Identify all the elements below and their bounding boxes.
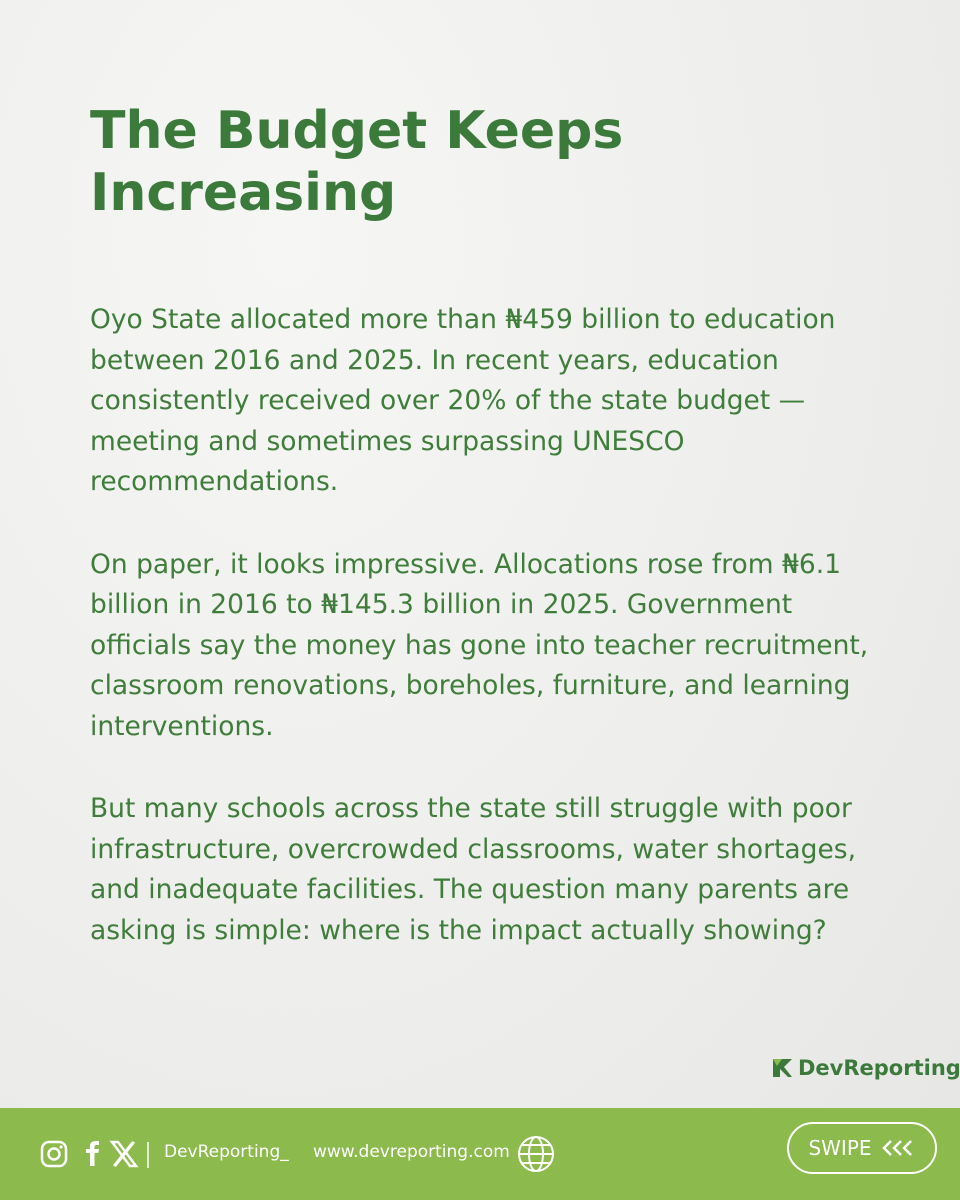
handle[interactable]: DevReporting_ [164,1142,289,1162]
social-icons [40,1140,149,1168]
title: The Budget Keeps Increasing [90,101,624,223]
swipe-label: SWIPE [808,1136,872,1160]
facebook-icon[interactable] [86,1141,99,1166]
logo-icon [773,1059,792,1077]
globe-icon [518,1136,554,1172]
logo-text: DevReporting [798,1056,960,1080]
website[interactable]: www.devreporting.com [313,1142,510,1162]
logo: DevReporting [770,1055,960,1081]
body: Oyo State allocated more than ₦459 billi… [90,300,870,993]
paragraph: Oyo State allocated more than ₦459 billi… [90,304,836,497]
paragraph: But many schools across the state still … [90,793,856,946]
chevrons [881,1140,912,1156]
x-icon[interactable] [109,1140,139,1168]
footer: DevReporting_ www.devreporting.com SWIPE [0,1108,960,1200]
swipe-button[interactable]: SWIPE [787,1122,937,1174]
instagram-icon[interactable] [40,1140,68,1168]
paragraph: On paper, it looks impressive. Allocatio… [90,548,869,742]
